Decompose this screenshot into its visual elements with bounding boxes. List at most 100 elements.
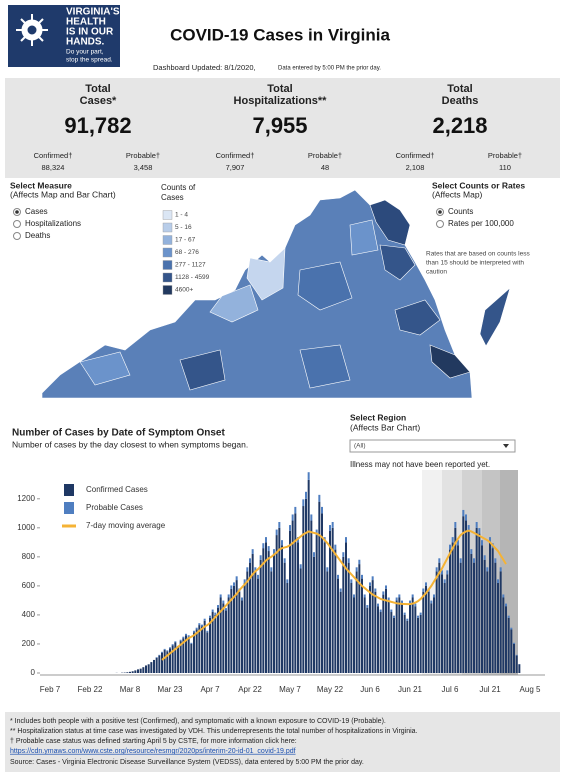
source: Source: Cases - Virginia Electronic Dise… [10,759,364,766]
radio-dot[interactable] [15,210,19,214]
chart-title: Number of Cases by Date of Symptom Onset [12,428,225,439]
bar [342,556,345,673]
bar [398,597,401,673]
legend-label: 4600+ [175,287,193,294]
bar [251,549,254,554]
bar [390,609,393,613]
bar [339,588,342,592]
region-selected[interactable]: (All) [354,443,366,450]
summary-total: 91,782 [64,113,131,138]
bar [177,646,179,673]
radio[interactable] [13,232,21,240]
radio-dot[interactable] [438,210,442,214]
bar [222,603,225,673]
logo-text: IS IN OUR [66,27,114,38]
bar [409,600,411,604]
bar [289,530,291,673]
bar [422,588,425,592]
bar [411,594,414,598]
bar [241,600,243,673]
bar [387,600,390,673]
radio-label[interactable]: Cases [25,207,48,216]
bar [161,651,163,653]
region-subtitle: (Affects Bar Chart) [350,422,420,432]
legend-title: Counts of [161,183,196,192]
radio[interactable] [13,220,21,228]
bar [153,659,155,673]
bar [286,582,289,673]
bar [233,582,235,586]
bar [171,645,174,673]
bar [155,657,158,673]
bar [390,612,393,673]
y-tick-label: 1200 [17,494,35,503]
probable-value: 48 [321,163,329,172]
rate-note: Rates that are based on counts less [426,251,530,258]
bar [329,525,331,531]
bar [321,506,323,514]
bar [195,627,198,630]
bar [201,624,203,627]
bar [313,552,315,557]
bar [243,579,246,583]
confirmed-label: Confirmed† [396,151,435,160]
bar [249,558,251,563]
bar [137,669,139,673]
bar [313,556,315,673]
bar [475,527,478,673]
bar [395,600,398,673]
bar [457,545,459,673]
bar [262,548,265,673]
radio[interactable] [436,220,444,228]
footnote-panel [5,712,560,772]
bar [371,580,374,673]
x-tick-label: Apr 7 [200,685,220,694]
bar [241,597,243,601]
bar [326,571,329,673]
bar [486,571,489,673]
confirmed-value: 88,324 [42,163,65,172]
bar [209,615,211,618]
bar [227,594,230,598]
bar [377,603,379,607]
bar [281,545,283,673]
bar [217,607,219,673]
bar [329,530,331,673]
bar [201,626,203,673]
legend-swatch [162,222,173,233]
bar [254,567,257,572]
x-tick-label: May 22 [317,685,344,694]
bar [270,571,273,673]
x-tick-label: Mar 8 [120,685,141,694]
bar [305,491,307,499]
bar [430,603,433,673]
bar [166,651,169,673]
bar [371,576,374,581]
bar [465,514,467,521]
bar [395,597,398,601]
radio-label[interactable]: Counts [448,207,473,216]
radio-label[interactable]: Rates per 100,000 [448,219,514,228]
bar [257,574,259,579]
bar [227,597,230,673]
bar [353,594,355,598]
bar [366,605,369,608]
map-controls: Select Measure(Affects Map and Bar Chart… [10,180,530,295]
bar [187,635,190,637]
bar [481,545,483,673]
bar [350,579,353,583]
bar [459,558,462,563]
radio-label[interactable]: Hospitalizations [25,219,81,228]
bar [494,558,497,563]
bar [361,578,363,673]
bar [334,549,337,673]
footnote-link[interactable]: https://cdn.ymaws.com/www.cste.org/resou… [10,748,296,755]
bar [193,632,195,673]
dropdown-arrow[interactable] [503,444,509,448]
rate-note: than 15 should be interpreted with [426,260,524,267]
bar [502,594,505,598]
bar [219,597,222,673]
region-dropdown[interactable] [349,439,516,453]
radio-label[interactable]: Deaths [25,231,50,240]
bar [454,527,457,673]
